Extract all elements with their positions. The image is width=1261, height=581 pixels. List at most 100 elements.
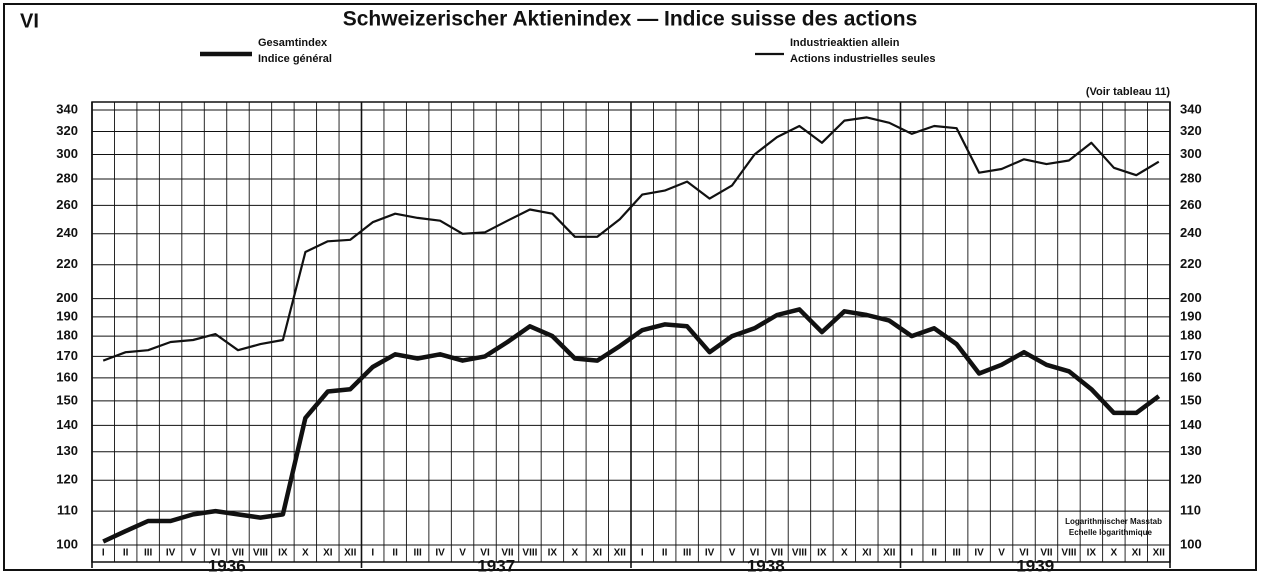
x-tick-label: IV <box>166 548 176 559</box>
y2-tick-label: 320 <box>1180 123 1202 138</box>
scale-note: Logarithmischer Masstab <box>1065 517 1162 526</box>
x-tick-label: I <box>371 548 374 559</box>
x-tick-label: VIII <box>253 548 268 559</box>
x-tick-label: V <box>729 548 736 559</box>
x-tick-label: V <box>190 548 197 559</box>
x-tick-label: X <box>841 548 848 559</box>
x-tick-label: XII <box>344 548 356 559</box>
x-tick-label: X <box>302 548 309 559</box>
x-tick-label: II <box>931 548 937 559</box>
y2-tick-label: 140 <box>1180 417 1202 432</box>
scale-note: Echelle logarithmique <box>1069 528 1153 537</box>
x-tick-label: IX <box>548 548 558 559</box>
x-tick-label: XI <box>593 548 603 559</box>
x-tick-label: VIII <box>1061 548 1076 559</box>
y-tick-label: 150 <box>56 392 78 407</box>
y2-tick-label: 130 <box>1180 443 1202 458</box>
x-tick-label: V <box>998 548 1005 559</box>
x-tick-label: II <box>662 548 668 559</box>
x-tick-label: III <box>413 548 422 559</box>
x-tick-label: IX <box>817 548 827 559</box>
x-tick-label: VI <box>750 548 760 559</box>
x-tick-label: XI <box>323 548 333 559</box>
x-tick-label: IV <box>974 548 984 559</box>
y-tick-label: 240 <box>56 225 78 240</box>
x-tick-label: VII <box>1040 548 1052 559</box>
x-tick-label: I <box>641 548 644 559</box>
y2-tick-label: 180 <box>1180 328 1202 343</box>
x-tick-label: VIII <box>522 548 537 559</box>
x-tick-label: VI <box>1019 548 1029 559</box>
x-tick-label: VII <box>501 548 513 559</box>
x-tick-label: X <box>572 548 579 559</box>
y2-tick-label: 110 <box>1180 503 1201 518</box>
y-tick-label: 190 <box>56 308 78 323</box>
x-tick-label: XII <box>883 548 895 559</box>
year-label: 1939 <box>1016 556 1054 575</box>
y2-tick-label: 100 <box>1180 536 1202 551</box>
y-tick-label: 300 <box>56 146 78 161</box>
y2-tick-label: 200 <box>1180 290 1202 305</box>
legend-label: Actions industrielles seules <box>790 53 936 65</box>
y-tick-label: 200 <box>56 290 78 305</box>
y2-tick-label: 300 <box>1180 146 1202 161</box>
x-tick-label: II <box>392 548 398 559</box>
x-tick-label: XI <box>862 548 872 559</box>
x-tick-label: XII <box>1153 548 1165 559</box>
x-tick-label: IX <box>278 548 288 559</box>
y2-tick-label: 340 <box>1180 101 1202 116</box>
plate-label: VI <box>20 10 39 32</box>
legend-label: Gesamtindex <box>258 37 328 49</box>
y-tick-label: 220 <box>56 256 78 271</box>
x-tick-label: II <box>123 548 129 559</box>
x-tick-label: VI <box>480 548 490 559</box>
x-tick-label: X <box>1111 548 1118 559</box>
y2-tick-label: 280 <box>1180 170 1202 185</box>
y-tick-label: 140 <box>56 417 78 432</box>
y-tick-label: 170 <box>56 348 78 363</box>
year-label: 1937 <box>477 556 515 575</box>
legend-label: Indice général <box>258 53 332 65</box>
x-tick-label: XII <box>614 548 626 559</box>
x-tick-label: IX <box>1087 548 1097 559</box>
y-tick-label: 100 <box>56 536 78 551</box>
chart-title: Schweizerischer Aktienindex — Indice sui… <box>343 8 918 31</box>
y-tick-label: 130 <box>56 443 78 458</box>
y-tick-label: 180 <box>56 328 78 343</box>
note: (Voir tableau 11) <box>1086 86 1170 98</box>
y-tick-label: 160 <box>56 369 78 384</box>
series-line <box>102 116 1160 362</box>
x-tick-label: III <box>952 548 961 559</box>
y2-tick-label: 120 <box>1180 472 1202 487</box>
x-tick-label: IV <box>705 548 715 559</box>
x-tick-label: VII <box>771 548 783 559</box>
series-line <box>102 307 1161 544</box>
year-label: 1936 <box>208 556 246 575</box>
y2-tick-label: 170 <box>1180 348 1202 363</box>
y-tick-label: 260 <box>56 197 78 212</box>
y2-tick-label: 240 <box>1180 225 1202 240</box>
year-label: 1938 <box>747 556 785 575</box>
frame <box>3 3 1257 571</box>
y2-tick-label: 260 <box>1180 197 1202 212</box>
y2-tick-label: 160 <box>1180 369 1202 384</box>
x-tick-label: VI <box>211 548 221 559</box>
y-tick-label: 110 <box>57 503 78 518</box>
x-tick-label: I <box>102 548 105 559</box>
x-tick-label: I <box>910 548 913 559</box>
x-tick-label: IV <box>435 548 445 559</box>
y2-tick-label: 220 <box>1180 256 1202 271</box>
y-tick-label: 320 <box>56 123 78 138</box>
x-tick-label: III <box>144 548 153 559</box>
x-tick-label: III <box>683 548 692 559</box>
y2-tick-label: 150 <box>1180 392 1202 407</box>
x-tick-label: V <box>459 548 466 559</box>
y2-tick-label: 190 <box>1180 308 1202 323</box>
x-tick-label: VII <box>232 548 244 559</box>
x-tick-label: XI <box>1132 548 1142 559</box>
y-tick-label: 280 <box>56 170 78 185</box>
y-tick-label: 120 <box>56 472 78 487</box>
legend-label: Industrieaktien allein <box>790 37 900 49</box>
y-tick-label: 340 <box>56 101 78 116</box>
